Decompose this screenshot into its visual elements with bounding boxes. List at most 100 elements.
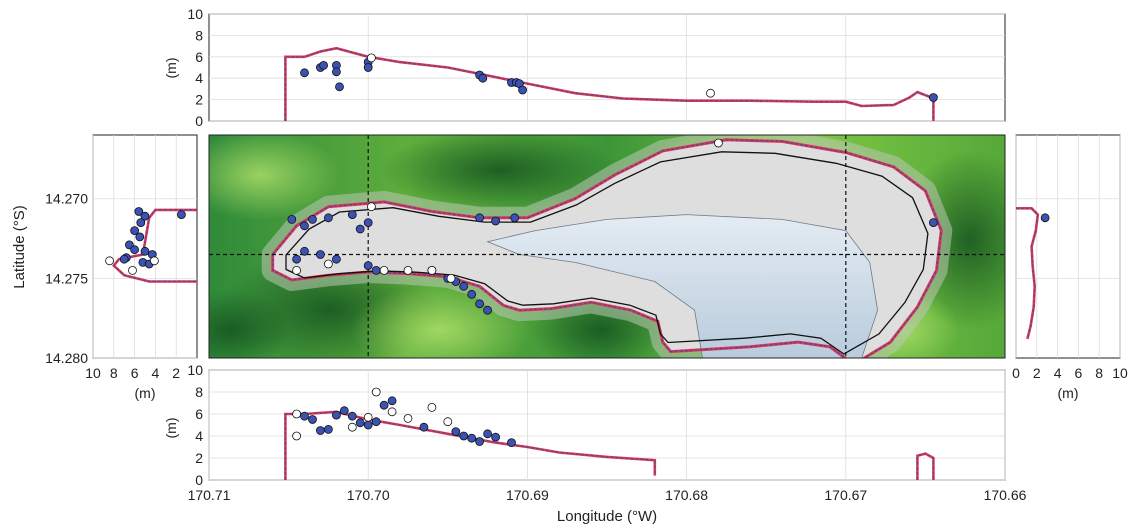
bottom-ytick-label: 0 (195, 472, 203, 488)
bottom-point-open (387, 407, 397, 417)
bottom-point-filled (483, 429, 493, 439)
top-panel-grid (209, 13, 1005, 122)
bottom-point-filled (323, 424, 333, 434)
bottom-panel-points (292, 387, 516, 448)
top-ytick-label: 6 (195, 49, 203, 65)
right-panel-ticks: 0 2 4 6 8 10 (1012, 365, 1128, 381)
bottom-point-filled (459, 431, 469, 441)
inner-shoreline (285, 151, 929, 355)
top-point-filled (363, 63, 373, 72)
map-point-filled (287, 214, 297, 224)
latitude-tick-label: 14.275 (45, 270, 88, 286)
map-panel (208, 134, 1006, 359)
bottom-point-filled (355, 418, 365, 428)
bottom-point-filled (507, 438, 516, 448)
right-panel-xlabel: (m) (1058, 385, 1079, 401)
right-panel-frame (1015, 134, 1121, 359)
bottom-panel-ylabel: (m) (163, 418, 179, 439)
map-point-open (292, 265, 302, 275)
top-point-filled (319, 61, 329, 70)
bottom-ytick-label: 4 (195, 428, 203, 444)
bottom-profile-panel: 0 2 4 6 8 10 170.71 170.70 170.69 170.68 170.67 170… (163, 362, 1027, 525)
top-point-open (366, 53, 376, 63)
top-ytick-label: 2 (195, 92, 203, 108)
top-ytick-label: 0 (195, 113, 203, 129)
right-xtick-label: 8 (1095, 365, 1103, 381)
top-profile-lines (284, 46, 935, 121)
map-point-open (379, 265, 389, 275)
top-ytick-label: 10 (187, 6, 203, 22)
map-point-filled (371, 265, 381, 275)
left-point-filled (140, 211, 150, 221)
longitude-tick-label: 170.68 (665, 487, 708, 503)
left-profile-panel: 10 8 6 4 2 14.270 14.275 14.280 (m) Latitude (°… (11, 134, 198, 401)
bottom-ytick-label: 8 (195, 384, 203, 400)
left-profile-blue (112, 209, 197, 283)
left-point-filled (134, 207, 144, 216)
map-point-filled (315, 250, 325, 259)
bottom-point-filled (379, 400, 389, 410)
top-panel-points (300, 53, 938, 102)
map-point-open (403, 265, 413, 275)
top-panel-y-ticks: 0 2 4 6 8 10 (187, 6, 203, 129)
map-point-filled (459, 281, 469, 291)
top-point-filled (518, 85, 527, 95)
left-point-filled (176, 210, 186, 220)
right-xtick-label: 2 (1033, 365, 1041, 381)
map-point-filled (355, 224, 365, 234)
longitude-tick-label: 170.66 (984, 487, 1027, 503)
map-point-filled (300, 221, 309, 231)
top-point-open (706, 88, 715, 98)
left-panel-ticks: 10 8 6 4 2 14.270 14.275 14.280 (45, 191, 180, 381)
top-point-filled (335, 82, 344, 92)
map-crosshairs (209, 135, 1005, 358)
top-point-filled (331, 67, 341, 77)
top-point-filled (300, 68, 309, 78)
right-point-filled (1040, 213, 1050, 223)
bottom-point-filled (491, 432, 501, 442)
left-point-open (105, 256, 114, 266)
map-point-filled (475, 299, 485, 309)
right-panel-points (1040, 213, 1050, 223)
left-xtick-label: 10 (85, 365, 101, 381)
top-panel-ylabel: (m) (163, 58, 179, 79)
bottom-point-filled (331, 410, 341, 420)
map-point-open (714, 138, 723, 148)
map-points (287, 138, 938, 315)
bottom-point-filled (339, 406, 349, 416)
bottom-point-open (363, 412, 373, 422)
left-xtick-label: 8 (110, 365, 118, 381)
bottom-point-open (347, 422, 357, 432)
bottom-point-filled (315, 426, 325, 435)
map-point-open (446, 273, 456, 283)
left-point-filled (130, 245, 140, 255)
bottom-point-filled (419, 422, 429, 432)
bottom-point-open (403, 413, 413, 423)
bottom-point-filled (371, 417, 381, 427)
map-point-filled (323, 213, 333, 223)
bottom-point-filled (308, 415, 317, 424)
left-profile-lines (112, 208, 197, 283)
right-xtick-label: 0 (1012, 365, 1020, 381)
bottom-point-filled (363, 420, 373, 430)
top-point-filled (478, 73, 488, 83)
map-point-filled (347, 210, 357, 220)
top-profile-panel: 0 2 4 6 8 10 (m) (163, 6, 1006, 129)
latitude-axis-label: Latitude (°S) (11, 205, 28, 289)
bottom-point-filled (451, 427, 461, 437)
left-point-open (128, 265, 137, 275)
map-point-filled (308, 214, 317, 224)
map-point-filled (363, 261, 373, 271)
map-point-open (427, 265, 437, 275)
bottom-east-profile-blue (916, 452, 934, 480)
bottom-point-filled (475, 437, 485, 446)
left-panel-points (105, 207, 186, 275)
latitude-tick-label: 14.270 (45, 191, 88, 207)
left-point-filled (119, 254, 129, 264)
bottom-ytick-label: 2 (195, 450, 203, 466)
right-profile-panel: 0 2 4 6 8 10 (m) (1012, 134, 1128, 401)
right-profile-blue (1016, 207, 1039, 340)
left-point-open (149, 256, 159, 266)
left-point-filled (130, 226, 140, 236)
